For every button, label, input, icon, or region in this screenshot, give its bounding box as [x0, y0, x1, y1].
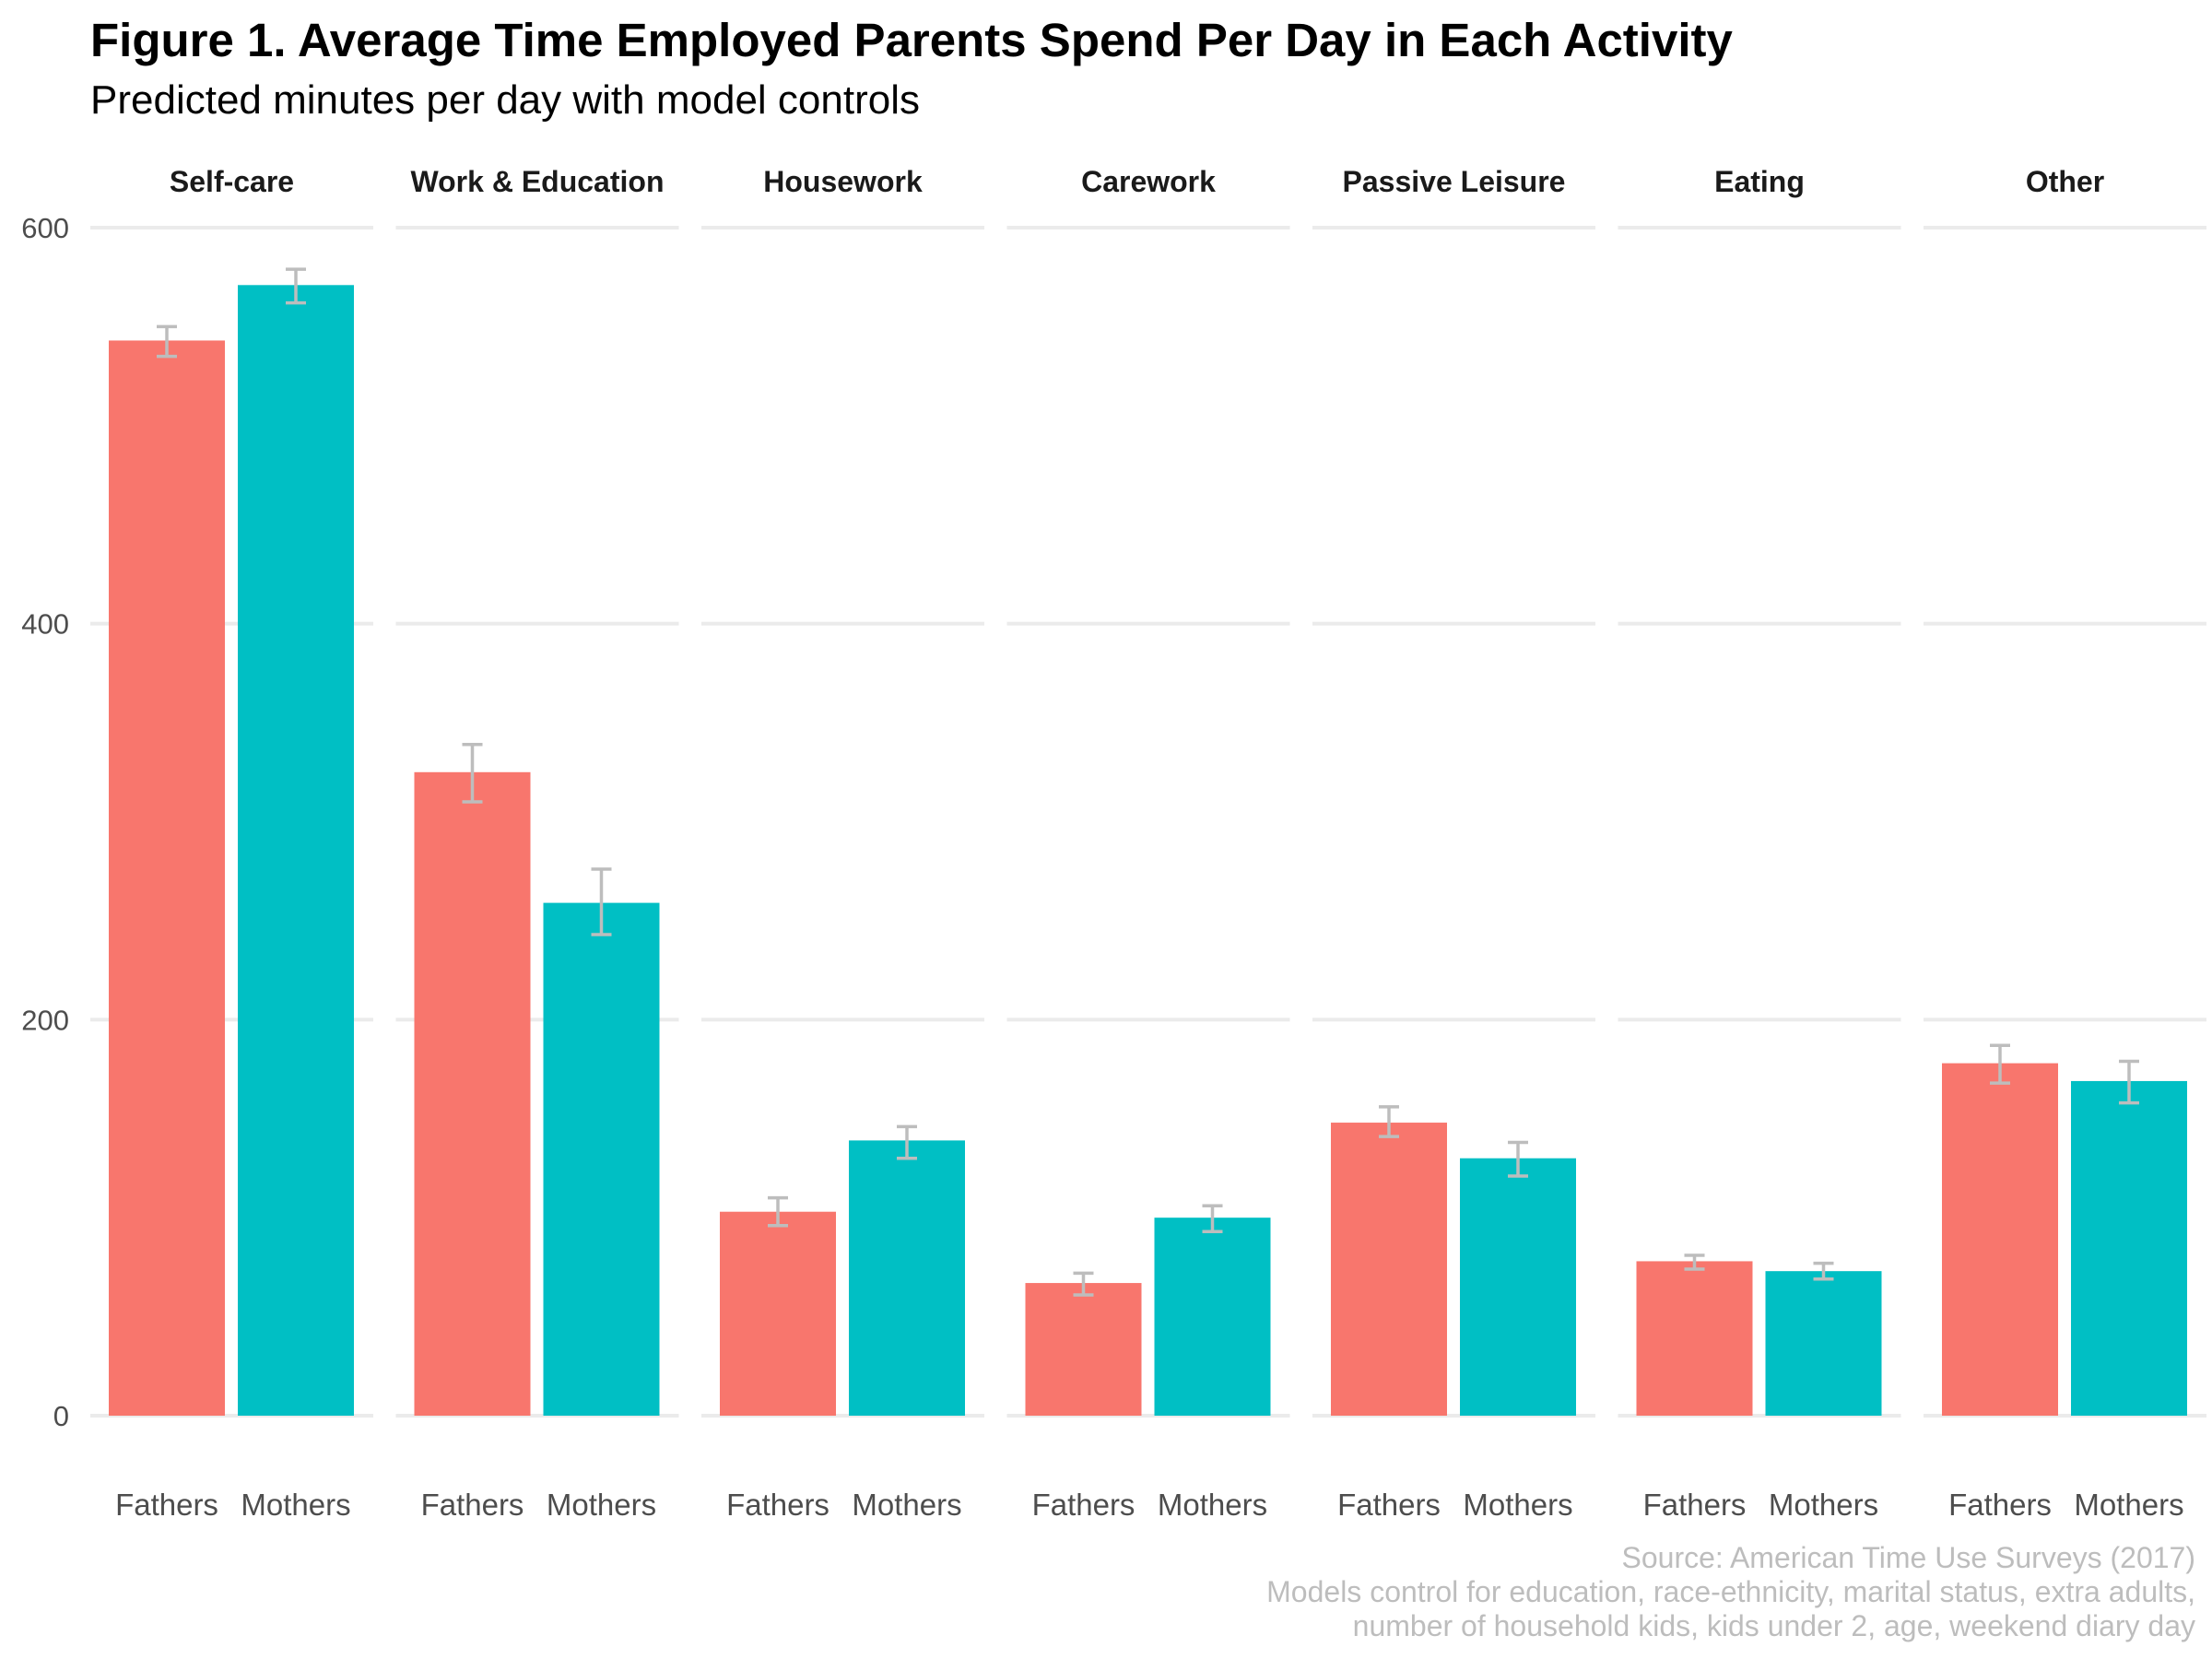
bar-eating-fathers: [1636, 1261, 1753, 1416]
x-tick-label-self-care-mothers: Mothers: [241, 1488, 350, 1522]
facet-label-passive-leisure: Passive Leisure: [1343, 165, 1566, 198]
bar-work-education-mothers: [543, 902, 660, 1416]
y-tick-label-200: 200: [21, 1004, 69, 1036]
bar-eating-mothers: [1765, 1271, 1882, 1416]
x-tick-label-carework-fathers: Fathers: [1032, 1488, 1135, 1522]
y-tick-label-0: 0: [53, 1400, 69, 1432]
facet-label-self-care: Self-care: [170, 165, 294, 198]
x-tick-label-other-mothers: Mothers: [2074, 1488, 2183, 1522]
x-tick-label-carework-mothers: Mothers: [1158, 1488, 1267, 1522]
x-tick-label-other-fathers: Fathers: [1948, 1488, 2052, 1522]
bar-other-fathers: [1942, 1063, 2058, 1416]
bar-self-care-fathers: [109, 340, 225, 1417]
facet-label-carework: Carework: [1081, 165, 1216, 198]
bar-housework-fathers: [720, 1211, 836, 1416]
x-tick-label-passive-leisure-fathers: Fathers: [1337, 1488, 1441, 1522]
bar-work-education-fathers: [414, 771, 531, 1416]
x-tick-label-housework-mothers: Mothers: [852, 1488, 961, 1522]
bar-other-mothers: [2071, 1080, 2187, 1416]
bar-carework-mothers: [1154, 1218, 1271, 1416]
x-tick-label-work-education-mothers: Mothers: [547, 1488, 656, 1522]
bar-carework-fathers: [1025, 1283, 1142, 1416]
chart-subtitle: Predicted minutes per day with model con…: [90, 77, 920, 123]
facet-label-work-education: Work & Education: [411, 165, 665, 198]
y-tick-label-400: 400: [21, 608, 69, 641]
caption-controls-line-1: Models control for education, race-ethni…: [1266, 1575, 2195, 1608]
bar-passive-leisure-fathers: [1331, 1123, 1447, 1416]
x-tick-label-passive-leisure-mothers: Mothers: [1463, 1488, 1572, 1522]
bar-self-care-mothers: [238, 285, 354, 1417]
x-tick-label-eating-fathers: Fathers: [1643, 1488, 1747, 1522]
facet-label-housework: Housework: [763, 165, 923, 198]
bar-housework-mothers: [849, 1140, 965, 1416]
caption-source: Source: American Time Use Surveys (2017): [1621, 1541, 2195, 1574]
facet-label-eating: Eating: [1714, 165, 1805, 198]
chart-title: Figure 1. Average Time Employed Parents …: [90, 14, 1733, 66]
chart-caption: Source: American Time Use Surveys (2017)…: [1266, 1541, 2195, 1643]
facet-label-other: Other: [2026, 165, 2104, 198]
bar-passive-leisure-mothers: [1460, 1158, 1576, 1416]
x-tick-label-housework-fathers: Fathers: [726, 1488, 830, 1522]
caption-controls-line-2: number of household kids, kids under 2, …: [1352, 1609, 2195, 1642]
x-tick-label-self-care-fathers: Fathers: [115, 1488, 218, 1522]
x-tick-label-eating-mothers: Mothers: [1769, 1488, 1878, 1522]
y-tick-label-600: 600: [21, 212, 69, 244]
x-tick-label-work-education-fathers: Fathers: [421, 1488, 524, 1522]
